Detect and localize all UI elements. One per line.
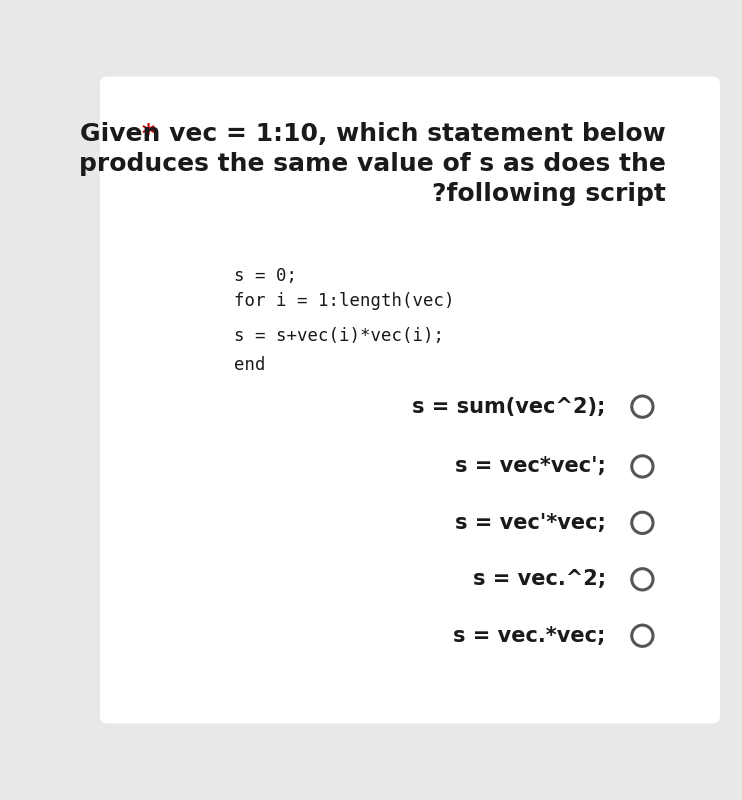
Text: s = vec.*vec;: s = vec.*vec;: [453, 626, 606, 646]
Text: *: *: [141, 122, 154, 146]
Text: s = vec'*vec;: s = vec'*vec;: [455, 513, 606, 533]
Text: for i = 1:length(vec): for i = 1:length(vec): [234, 293, 455, 310]
Text: end: end: [234, 355, 266, 374]
Text: Given vec = 1:10, which statement below: Given vec = 1:10, which statement below: [80, 122, 666, 146]
Text: s = s+vec(i)*vec(i);: s = s+vec(i)*vec(i);: [234, 327, 444, 345]
Text: s = vec*vec';: s = vec*vec';: [455, 457, 606, 477]
Text: s = 0;: s = 0;: [234, 267, 297, 285]
Text: produces the same value of s as does the: produces the same value of s as does the: [79, 152, 666, 176]
FancyBboxPatch shape: [100, 77, 720, 723]
Text: s = sum(vec^2);: s = sum(vec^2);: [413, 397, 606, 417]
Text: s = vec.^2;: s = vec.^2;: [473, 570, 606, 590]
Text: ?following script: ?following script: [432, 182, 666, 206]
